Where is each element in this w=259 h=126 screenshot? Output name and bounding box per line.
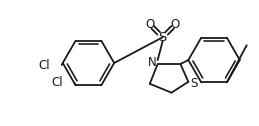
Text: O: O (145, 18, 154, 31)
Text: O: O (171, 18, 180, 31)
Text: S: S (191, 77, 198, 90)
Text: N: N (148, 56, 157, 69)
Text: S: S (159, 31, 167, 44)
Text: Cl: Cl (38, 59, 50, 72)
Text: Cl: Cl (51, 76, 63, 89)
